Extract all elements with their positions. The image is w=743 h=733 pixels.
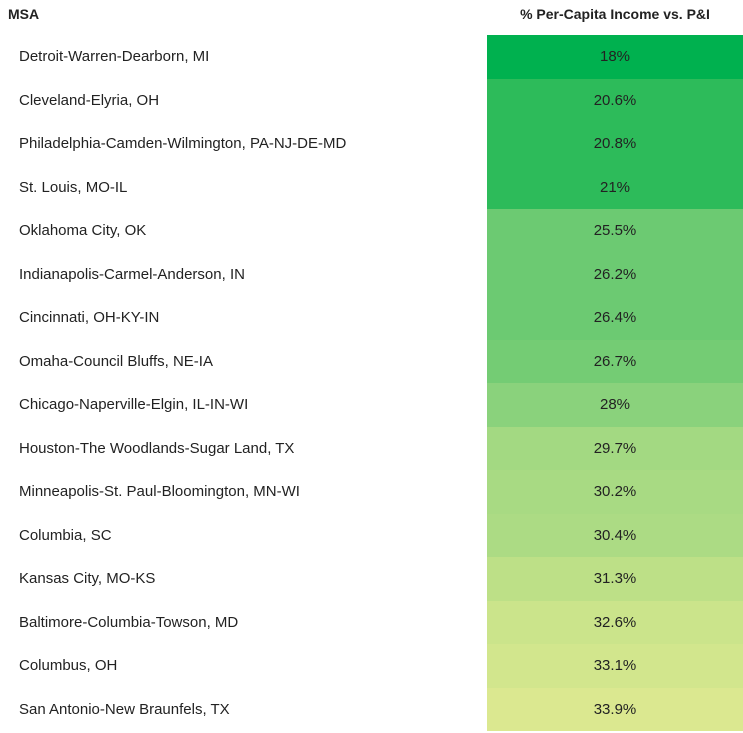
msa-name: St. Louis, MO-IL bbox=[19, 178, 128, 196]
value-cell: 21% bbox=[487, 165, 743, 209]
table-row: Kansas City, MO-KS 31.3% bbox=[0, 557, 743, 601]
value-cell: 31.3% bbox=[487, 557, 743, 601]
msa-column-header: MSA bbox=[8, 6, 40, 22]
table-row: San Antonio-New Braunfels, TX 33.9% bbox=[0, 687, 743, 731]
msa-name: Detroit-Warren-Dearborn, MI bbox=[19, 48, 210, 65]
msa-name: Omaha-Council Bluffs, NE-IA bbox=[19, 352, 213, 370]
table-row: Detroit-Warren-Dearborn, MI 18% bbox=[0, 35, 743, 79]
value-cell: 32.6% bbox=[487, 600, 743, 644]
table-body: Detroit-Warren-Dearborn, MI 18% Cleveland-… bbox=[0, 35, 743, 731]
msa-name: Cincinnati, OH-KY-IN bbox=[19, 309, 160, 326]
msa-name: Kansas City, MO-KS bbox=[19, 570, 156, 587]
value-cell: 18% bbox=[487, 35, 743, 79]
msa-name: Philadelphia-Camden-Wilmington, PA-NJ-DE… bbox=[19, 135, 347, 152]
table-row: Baltimore-Columbia-Towson, MD 32.6% bbox=[0, 600, 743, 644]
value-cell: 30.4% bbox=[487, 513, 743, 557]
value-cell: 33.9% bbox=[487, 687, 743, 731]
value-cell: 25.5% bbox=[487, 209, 743, 253]
table-row: Oklahoma City, OK 25.5% bbox=[0, 209, 743, 253]
table-row: St. Louis, MO-IL 21% bbox=[0, 165, 743, 209]
table-row: Cleveland-Elyria, OH 20.6% bbox=[0, 78, 743, 122]
table-row: Houston-The Woodlands-Sugar Land, TX 29.7… bbox=[0, 426, 743, 470]
value-cell: 33.1% bbox=[487, 644, 743, 688]
msa-name: Houston-The Woodlands-Sugar Land, TX bbox=[19, 439, 295, 457]
value-column-header: % Per-Capita Income vs. P&I bbox=[520, 6, 710, 22]
table-row: Philadelphia-Camden-Wilmington, PA-NJ-DE… bbox=[0, 122, 743, 166]
value-cell: 29.7% bbox=[487, 426, 743, 470]
msa-name: Oklahoma City, OK bbox=[19, 222, 147, 239]
value-cell: 20.8% bbox=[487, 122, 743, 166]
msa-name: Minneapolis-St. Paul-Bloomington, MN-WI bbox=[19, 483, 300, 500]
value-cell: 26.4% bbox=[487, 296, 743, 340]
table-row: Columbus, OH 33.1% bbox=[0, 644, 743, 688]
table-row: Cincinnati, OH-KY-IN 26.4% bbox=[0, 296, 743, 340]
table-header: MSA % Per-Capita Income vs. P&I bbox=[0, 0, 743, 35]
table-row: Chicago-Naperville-Elgin, IL-IN-WI 28% bbox=[0, 383, 743, 427]
msa-name: San Antonio-New Braunfels, TX bbox=[19, 700, 230, 718]
value-cell: 28% bbox=[487, 383, 743, 427]
msa-name: Columbia, SC bbox=[19, 526, 112, 544]
msa-name: Cleveland-Elyria, OH bbox=[19, 91, 160, 109]
value-cell: 30.2% bbox=[487, 470, 743, 514]
table-row: Indianapolis-Carmel-Anderson, IN 26.2% bbox=[0, 252, 743, 296]
table-row: Omaha-Council Bluffs, NE-IA 26.7% bbox=[0, 339, 743, 383]
table-row: Minneapolis-St. Paul-Bloomington, MN-WI 3… bbox=[0, 470, 743, 514]
msa-name: Indianapolis-Carmel-Anderson, IN bbox=[19, 265, 245, 283]
value-cell: 26.7% bbox=[487, 339, 743, 383]
table-row: Columbia, SC 30.4% bbox=[0, 513, 743, 557]
value-cell: 20.6% bbox=[487, 78, 743, 122]
value-cell: 26.2% bbox=[487, 252, 743, 296]
msa-name: Chicago-Naperville-Elgin, IL-IN-WI bbox=[19, 396, 249, 413]
msa-name: Baltimore-Columbia-Towson, MD bbox=[19, 613, 239, 631]
msa-name: Columbus, OH bbox=[19, 657, 118, 674]
